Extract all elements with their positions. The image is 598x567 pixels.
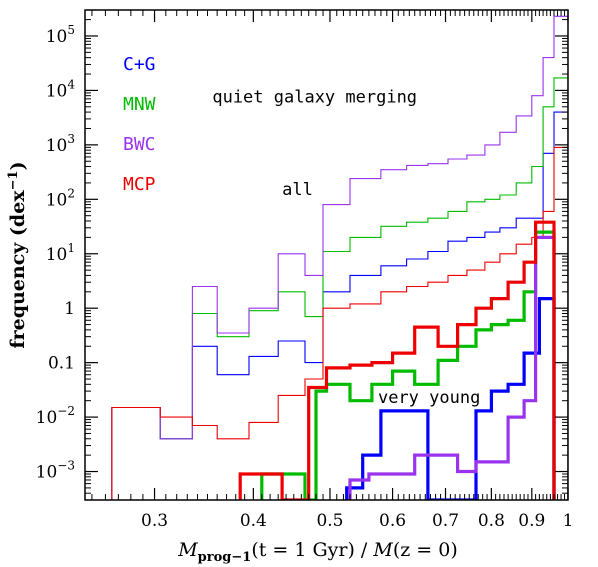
annotation-quiet-galaxy-merging: quiet galaxy merging [212,87,417,107]
plot-frame [84,9,569,501]
series-mnw-very-young [260,230,556,500]
series-c-g-all [111,111,568,500]
series-mcp-very-young [238,220,556,500]
y-tick-label: 10−3 [36,459,75,483]
x-tick-label: 1 [563,511,574,531]
y-axis-title: frequency (dex−1) [6,161,29,348]
x-tick-label: 0.5 [316,511,343,531]
y-tick-label: 10−2 [36,404,75,428]
legend-entry-bwc: BWC [123,134,156,155]
y-tick-label: 1 [64,299,75,319]
x-tick-label: 0.6 [379,511,406,531]
y-tick-label: 103 [46,132,75,156]
x-tick-label: 0.7 [432,511,459,531]
legend-entry-mcp: MCP [123,174,156,195]
legend-entry-mnw: MNW [123,94,156,115]
annotation-very-young: very young [378,388,480,408]
annotation-all: all [282,180,313,200]
annotations: quiet galaxy merging all very young [212,87,480,408]
x-axis-title: Mprog−1(t = 1 Gyr) / M(z = 0) [177,539,458,565]
series-mcp-all [111,146,568,500]
series-layer [111,15,568,500]
y-tick-label: 104 [46,77,76,101]
series-bwc-all [111,15,568,500]
label-layer: 0.3 0.4 0.5 0.6 0.7 0.8 0.9 1 10−3 10−2 0.1 1 101 102… [36,23,574,531]
x-tick-label: 0.9 [518,511,545,531]
y-tick-label: 101 [46,241,75,265]
series-bwc-very-young [348,235,556,500]
y-tick-label: 105 [46,23,75,47]
x-tick-label: 0.3 [141,511,168,531]
x-tick-label: 0.8 [478,511,505,531]
legend: C+G MNW BWC MCP [123,54,156,195]
series-c-g-very-young [345,297,556,500]
y-tick-label: 102 [46,186,75,210]
legend-entry-c-g: C+G [123,54,156,75]
tick-layer [85,10,569,501]
y-tick-label: 0.1 [48,354,75,374]
x-tick-label: 0.4 [240,511,267,531]
